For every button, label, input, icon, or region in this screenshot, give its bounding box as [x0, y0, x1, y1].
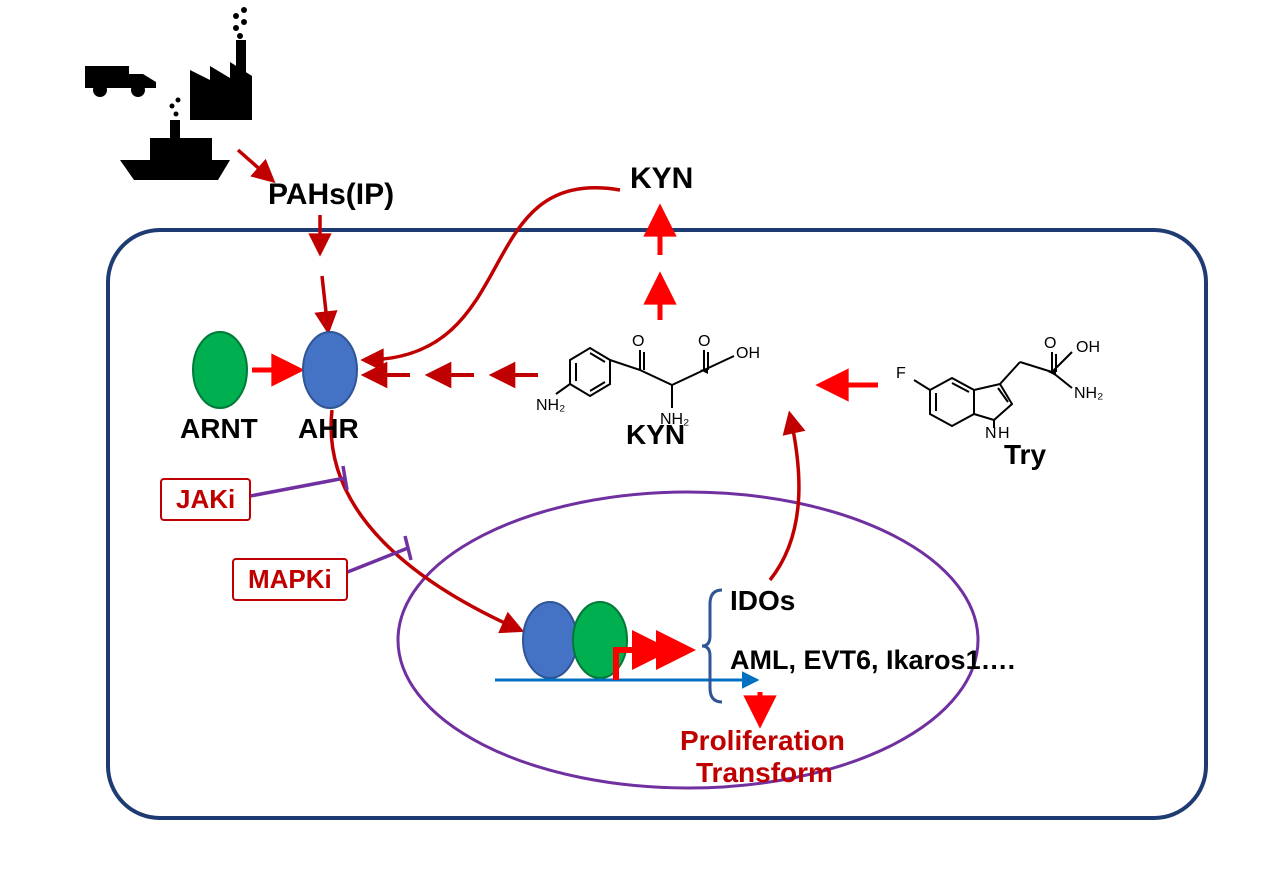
cell-membrane [108, 230, 1206, 818]
diagram-stage: NH₂ O NH₂ O OH N H F [0, 0, 1271, 875]
arnt-oval [193, 332, 247, 408]
jaki-box: JAKi [160, 478, 251, 521]
arrow-pahs-down-2 [322, 276, 328, 330]
kyn-top-label: KYN [630, 162, 693, 195]
svg-text:O: O [1044, 335, 1056, 352]
kyn-mid-label: KYN [626, 420, 685, 451]
idos-label: IDOs [730, 586, 795, 617]
svg-text:F: F [896, 365, 906, 382]
ahr-label: AHR [298, 414, 359, 445]
inhib-jaki [245, 466, 347, 497]
svg-text:O: O [632, 333, 644, 350]
genes-label: AML, EVT6, Ikaros1…. [730, 646, 1015, 676]
try-structure: N H F NH₂ O OH [896, 335, 1103, 442]
mapki-box: MAPKi [232, 558, 348, 601]
factory-icon [190, 7, 252, 120]
mapki-label: MAPKi [248, 564, 332, 594]
pahs-label: PAHs(IP) [268, 178, 394, 211]
outcome-line2: Transform [696, 758, 833, 789]
svg-text:O: O [698, 333, 710, 350]
svg-text:OH: OH [1076, 339, 1100, 356]
ahr-oval [303, 332, 357, 408]
promoter-arrow [616, 650, 688, 680]
dna-ahr-oval [523, 602, 577, 678]
svg-text:NH₂: NH₂ [1074, 385, 1103, 402]
arrow-pollution-to-pahs [238, 150, 272, 180]
try-label: Try [1004, 440, 1046, 471]
outcome-line1: Proliferation [680, 726, 845, 757]
arnt-label: ARNT [180, 414, 258, 445]
kyn-structure: NH₂ O NH₂ O OH [536, 333, 760, 428]
arrow-ahr-to-nucleus [331, 410, 520, 630]
svg-text:OH: OH [736, 345, 760, 362]
truck-icon [85, 66, 156, 97]
arrow-kyn-feedback [365, 188, 620, 360]
jaki-label: JAKi [176, 484, 235, 514]
svg-text:NH₂: NH₂ [536, 397, 565, 414]
gene-bracket [702, 590, 722, 702]
